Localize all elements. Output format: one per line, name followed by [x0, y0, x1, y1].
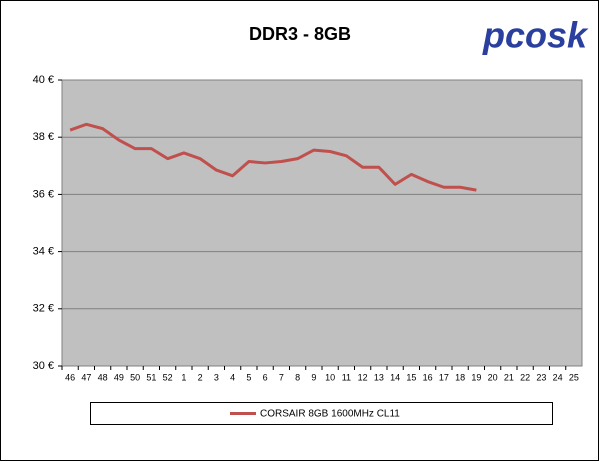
chart-title: DDR3 - 8GB: [249, 24, 351, 44]
y-tick-label: 38 €: [33, 131, 54, 143]
x-tick-label: 20: [488, 372, 498, 382]
plot-area: [61, 79, 583, 367]
x-tick-label: 16: [423, 372, 433, 382]
x-tick-label: 51: [146, 372, 156, 382]
x-tick-label: 17: [439, 372, 449, 382]
x-tick-label: 22: [520, 372, 530, 382]
x-tick-label: 5: [246, 372, 251, 382]
x-tick-label: 50: [130, 372, 140, 382]
x-tick-label: 46: [65, 372, 75, 382]
x-tick-label: 19: [471, 372, 481, 382]
x-tick-label: 15: [406, 372, 416, 382]
x-tick-label: 25: [569, 372, 579, 382]
x-tick-label: 3: [214, 372, 219, 382]
y-tick-label: 30 €: [33, 360, 54, 372]
y-tick-label: 32 €: [33, 303, 54, 315]
x-tick-label: 2: [198, 372, 203, 382]
x-tick-label: 11: [342, 372, 351, 382]
x-tick-label: 6: [263, 372, 268, 382]
x-tick-label: 8: [295, 372, 300, 382]
x-tick-label: 13: [374, 372, 384, 382]
series-line: [69, 122, 477, 192]
x-tick-label: 12: [358, 372, 368, 382]
x-tick-label: 47: [81, 372, 91, 382]
x-tick-label: 14: [390, 372, 400, 382]
y-tick-label: 36 €: [33, 188, 54, 200]
legend-box: [90, 402, 553, 425]
x-tick-label: 7: [279, 372, 284, 382]
x-tick-label: 48: [98, 372, 108, 382]
x-tick-label: 10: [325, 372, 335, 382]
x-tick-label: 23: [536, 372, 546, 382]
x-tick-label: 9: [311, 372, 316, 382]
y-tick-label: 40 €: [33, 74, 54, 86]
x-tick-label: 4: [230, 372, 235, 382]
x-tick-label: 49: [114, 372, 124, 382]
x-tick-label: 21: [504, 372, 514, 382]
legend-label: CORSAIR 8GB 1600MHz CL11: [260, 409, 400, 420]
x-tick-label: 18: [455, 372, 465, 382]
x-tick-label: 1: [181, 372, 186, 382]
y-tick-label: 34 €: [33, 246, 54, 258]
x-tick-label: 24: [553, 372, 563, 382]
logo: pcosk: [482, 15, 589, 56]
x-tick-label: 52: [163, 372, 173, 382]
